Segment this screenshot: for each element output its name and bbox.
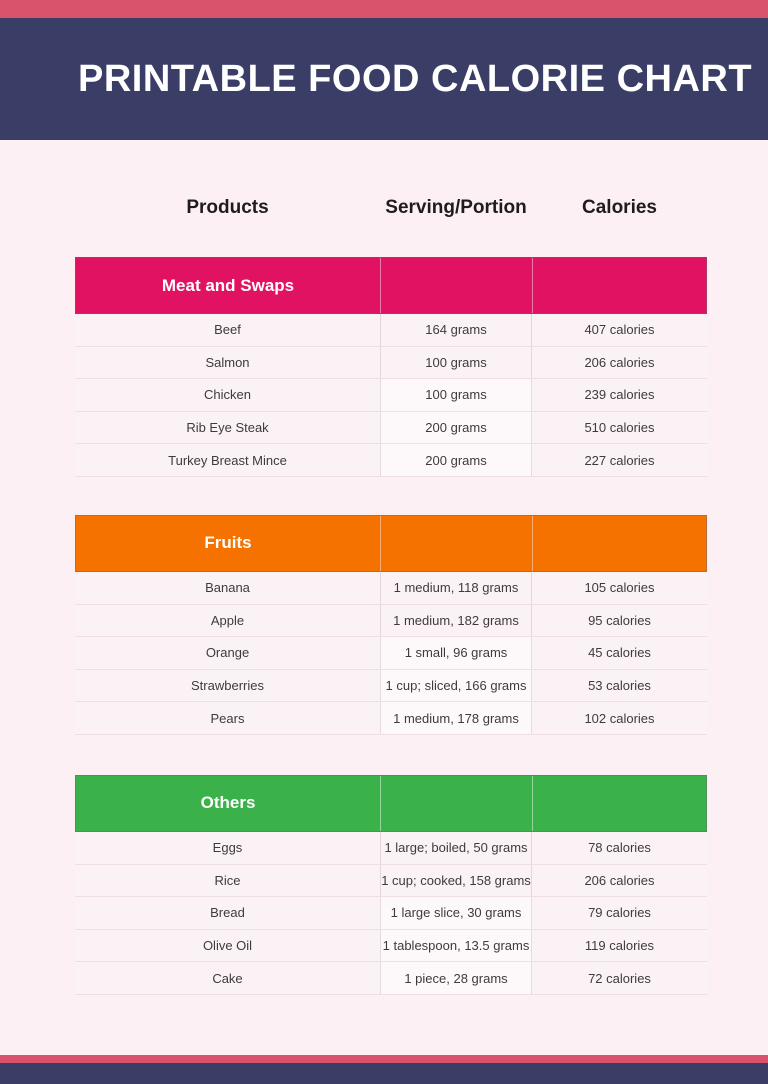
cell-product: Olive Oil xyxy=(202,938,253,954)
table-row: Rice 1 cup; cooked, 158 grams 206 calories xyxy=(75,864,707,898)
column-header-serving: Serving/Portion xyxy=(385,197,527,218)
fruits-table: Fruits Banana 1 medium, 118 grams 105 calo… xyxy=(75,514,707,735)
cell-product: Eggs xyxy=(212,840,243,856)
cell-calories: 53 calories xyxy=(588,678,651,694)
table-row: Pears 1 medium, 178 grams 102 calories xyxy=(75,702,707,735)
cell-serving: 1 cup; sliced, 166 grams xyxy=(380,669,532,702)
bottom-footer-band xyxy=(0,1063,768,1084)
page-title: PRINTABLE FOOD CALORIE CHART xyxy=(78,57,753,100)
cell-product: Apple xyxy=(210,612,245,628)
cell-serving: 200 grams xyxy=(380,444,532,476)
cell-product: Salmon xyxy=(205,354,250,370)
cell-serving: 200 grams xyxy=(380,411,532,444)
cell-product: Cake xyxy=(212,970,243,986)
fruits-section-header: Fruits xyxy=(75,514,707,572)
cell-calories: 78 calories xyxy=(588,840,651,856)
table-row: Rib Eye Steak 200 grams 510 calories xyxy=(75,411,707,445)
table-row: Bread 1 large slice, 30 grams 79 calories xyxy=(75,897,707,930)
cell-serving: 1 large slice, 30 grams xyxy=(380,897,532,929)
cell-calories: 105 calories xyxy=(584,580,655,596)
cell-calories: 407 calories xyxy=(584,322,655,338)
fruits-rows: Banana 1 medium, 118 grams 105 calories App… xyxy=(75,571,707,735)
cell-calories: 72 calories xyxy=(588,970,651,986)
cell-serving: 1 piece, 28 grams xyxy=(380,962,532,994)
cell-calories: 45 calories xyxy=(588,645,651,661)
content-area: Products Serving/Portion Calories Meat a… xyxy=(75,196,707,995)
cell-serving: 1 large; boiled, 50 grams xyxy=(380,831,532,864)
cell-serving: 1 cup; cooked, 158 grams xyxy=(380,864,532,897)
cell-serving: 1 medium, 118 grams xyxy=(380,571,532,604)
section-header-cell: Others xyxy=(76,776,380,831)
table-row: Orange 1 small, 96 grams 45 calories xyxy=(75,637,707,670)
table-row: Eggs 1 large; boiled, 50 grams 78 calories xyxy=(75,831,707,865)
cell-calories: 206 calories xyxy=(584,872,655,888)
cell-product: Turkey Breast Mince xyxy=(168,452,287,468)
cell-calories: 102 calories xyxy=(584,710,655,726)
section-header-cell xyxy=(380,258,532,313)
table-row: Turkey Breast Mince 200 grams 227 calories xyxy=(75,444,707,477)
table-row: Salmon 100 grams 206 calories xyxy=(75,346,707,380)
cell-product: Banana xyxy=(205,580,250,596)
table-row: Apple 1 medium, 182 grams 95 calories xyxy=(75,604,707,638)
section-header-cell xyxy=(531,775,706,831)
cell-product: Chicken xyxy=(204,387,251,403)
section-header-cell: Meat and Swaps xyxy=(76,258,380,313)
cell-serving: 1 tablespoon, 13.5 grams xyxy=(380,929,532,962)
others-section-label: Others xyxy=(200,793,256,813)
cell-calories: 510 calories xyxy=(584,420,655,436)
table-row: Banana 1 medium, 118 grams 105 calories xyxy=(75,571,707,605)
bottom-accent-stripe xyxy=(0,1055,768,1063)
meat-table: Meat and Swaps Beef 164 grams 407 calories… xyxy=(75,257,707,477)
table-row: Olive Oil 1 tablespoon, 13.5 grams 119 cal… xyxy=(75,929,707,963)
others-rows: Eggs 1 large; boiled, 50 grams 78 calories… xyxy=(75,831,707,995)
cell-serving: 1 medium, 182 grams xyxy=(380,604,532,637)
others-section-header: Others xyxy=(75,774,707,832)
top-accent-stripe xyxy=(0,0,768,18)
column-header-calories: Calories xyxy=(582,197,657,218)
cell-calories: 206 calories xyxy=(584,354,655,370)
cell-calories: 239 calories xyxy=(584,387,655,403)
section-header-cell xyxy=(380,515,532,571)
cell-product: Rice xyxy=(214,872,241,888)
fruits-section-label: Fruits xyxy=(204,533,252,553)
section-header-cell xyxy=(531,515,706,571)
cell-calories: 119 calories xyxy=(584,938,655,954)
cell-serving: 100 grams xyxy=(380,379,532,411)
column-header-products: Products xyxy=(186,197,269,218)
section-header-cell: Fruits xyxy=(76,516,380,571)
cell-product: Pears xyxy=(210,710,245,726)
cell-product: Beef xyxy=(214,322,241,338)
cell-product: Rib Eye Steak xyxy=(186,420,269,436)
section-header-cell xyxy=(531,258,706,313)
cell-product: Strawberries xyxy=(191,678,264,694)
table-row: Strawberries 1 cup; sliced, 166 grams 53 c… xyxy=(75,669,707,703)
cell-serving: 164 grams xyxy=(380,314,532,346)
others-table: Others Eggs 1 large; boiled, 50 grams 78 c… xyxy=(75,774,707,995)
cell-product: Orange xyxy=(205,645,250,661)
section-header-cell xyxy=(380,775,532,831)
cell-calories: 95 calories xyxy=(588,612,651,628)
table-row: Cake 1 piece, 28 grams 72 calories xyxy=(75,962,707,995)
meat-section-header: Meat and Swaps xyxy=(75,257,707,314)
meat-rows: Beef 164 grams 407 calories Salmon 100 grams… xyxy=(75,314,707,477)
meat-section-label: Meat and Swaps xyxy=(161,275,295,295)
table-row: Beef 164 grams 407 calories xyxy=(75,314,707,347)
cell-product: Bread xyxy=(210,905,245,921)
cell-serving: 100 grams xyxy=(380,346,532,379)
cell-serving: 1 medium, 178 grams xyxy=(380,702,532,734)
table-row: Chicken 100 grams 239 calories xyxy=(75,379,707,412)
cell-serving: 1 small, 96 grams xyxy=(380,637,532,669)
cell-calories: 79 calories xyxy=(588,905,651,921)
column-headers: Products Serving/Portion Calories xyxy=(75,196,707,220)
title-band: PRINTABLE FOOD CALORIE CHART xyxy=(0,18,768,140)
cell-calories: 227 calories xyxy=(584,452,655,468)
